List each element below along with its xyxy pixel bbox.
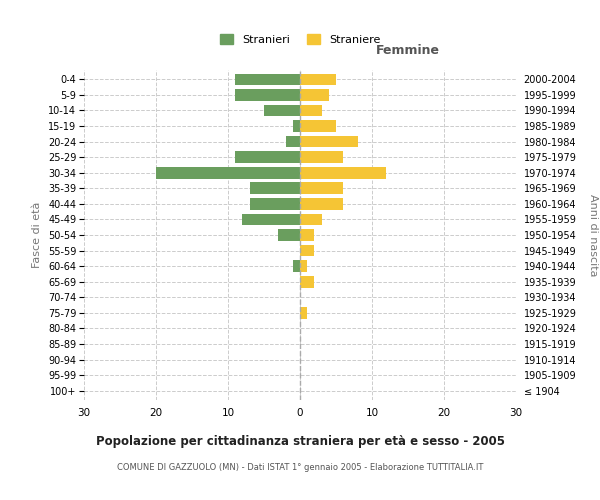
Y-axis label: Fasce di età: Fasce di età bbox=[32, 202, 43, 268]
Bar bbox=[286, 136, 300, 147]
Bar bbox=[300, 89, 329, 101]
Bar bbox=[235, 89, 300, 101]
Bar bbox=[300, 244, 314, 256]
Bar bbox=[300, 167, 386, 178]
Bar bbox=[293, 260, 300, 272]
Legend: Stranieri, Straniere: Stranieri, Straniere bbox=[215, 30, 385, 49]
Bar bbox=[300, 104, 322, 117]
Bar bbox=[264, 104, 300, 117]
Bar bbox=[300, 229, 314, 241]
Bar bbox=[235, 152, 300, 163]
Text: Popolazione per cittadinanza straniera per età e sesso - 2005: Popolazione per cittadinanza straniera p… bbox=[95, 435, 505, 448]
Bar bbox=[250, 198, 300, 209]
Text: COMUNE DI GAZZUOLO (MN) - Dati ISTAT 1° gennaio 2005 - Elaborazione TUTTITALIA.I: COMUNE DI GAZZUOLO (MN) - Dati ISTAT 1° … bbox=[117, 462, 483, 471]
Bar bbox=[300, 74, 336, 85]
Bar bbox=[300, 120, 336, 132]
Bar bbox=[300, 182, 343, 194]
Bar bbox=[156, 167, 300, 178]
Bar bbox=[235, 74, 300, 85]
Bar bbox=[300, 214, 322, 226]
Bar bbox=[300, 152, 343, 163]
Text: Femmine: Femmine bbox=[376, 44, 440, 57]
Bar bbox=[300, 198, 343, 209]
Bar bbox=[300, 276, 314, 287]
Bar bbox=[300, 136, 358, 147]
Bar bbox=[278, 229, 300, 241]
Bar bbox=[300, 307, 307, 318]
Bar bbox=[242, 214, 300, 226]
Bar bbox=[293, 120, 300, 132]
Bar bbox=[250, 182, 300, 194]
Bar bbox=[300, 260, 307, 272]
Y-axis label: Anni di nascita: Anni di nascita bbox=[587, 194, 598, 276]
